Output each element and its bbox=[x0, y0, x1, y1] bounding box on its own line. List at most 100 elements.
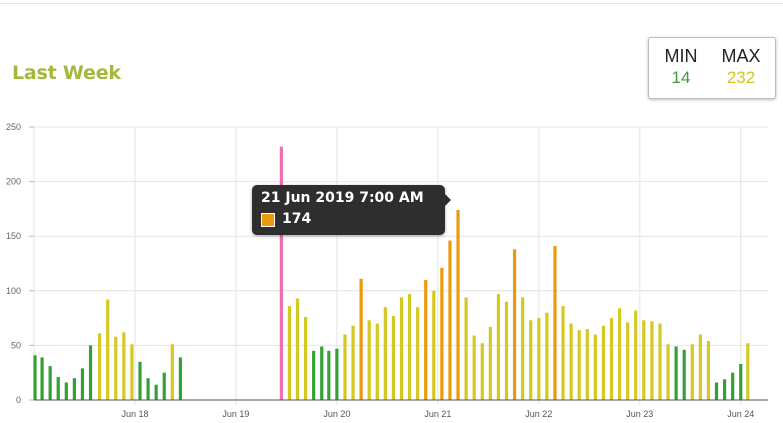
bar[interactable] bbox=[464, 297, 468, 400]
bar[interactable] bbox=[367, 320, 371, 400]
bar[interactable] bbox=[40, 357, 44, 400]
bar[interactable] bbox=[72, 378, 76, 400]
bar[interactable] bbox=[577, 330, 581, 400]
min-label: MIN bbox=[664, 46, 698, 66]
bar[interactable] bbox=[529, 320, 533, 400]
bar[interactable] bbox=[480, 343, 484, 400]
bar[interactable] bbox=[320, 346, 324, 400]
bar[interactable] bbox=[424, 279, 428, 400]
bar[interactable] bbox=[48, 366, 52, 400]
tooltip-swatch bbox=[261, 213, 275, 227]
bar[interactable] bbox=[106, 299, 110, 400]
tooltip-value: 174 bbox=[282, 211, 312, 227]
hover-tooltip: 21 Jun 2019 7:00 AM 174 bbox=[252, 185, 451, 235]
bar[interactable] bbox=[407, 294, 412, 400]
bar[interactable] bbox=[626, 322, 630, 400]
bar[interactable] bbox=[432, 290, 436, 400]
bar[interactable] bbox=[585, 329, 589, 400]
bar[interactable] bbox=[279, 146, 283, 400]
bar[interactable] bbox=[722, 379, 727, 400]
bar[interactable] bbox=[666, 344, 670, 400]
x-tick-label: Jun 18 bbox=[121, 409, 148, 419]
bar[interactable] bbox=[634, 310, 638, 400]
bar[interactable] bbox=[170, 344, 174, 400]
bar[interactable] bbox=[698, 334, 702, 400]
y-tick-label: 200 bbox=[6, 177, 21, 187]
bar[interactable] bbox=[569, 323, 573, 400]
bar[interactable] bbox=[64, 382, 68, 400]
min-max-panel: MIN 14 MAX 232 bbox=[648, 37, 776, 99]
bar[interactable] bbox=[80, 368, 85, 400]
bar[interactable] bbox=[391, 315, 396, 400]
chart-title: Last Week bbox=[12, 62, 121, 84]
bar[interactable] bbox=[456, 209, 460, 400]
bar[interactable] bbox=[335, 348, 339, 400]
bar[interactable] bbox=[601, 325, 606, 400]
bar[interactable] bbox=[553, 246, 557, 400]
bar[interactable] bbox=[146, 378, 150, 400]
bar[interactable] bbox=[682, 349, 686, 400]
bar-series bbox=[33, 146, 750, 400]
bar[interactable] bbox=[98, 333, 102, 400]
bar[interactable] bbox=[383, 307, 387, 400]
bar[interactable] bbox=[138, 361, 142, 400]
bar[interactable] bbox=[178, 357, 182, 400]
bar[interactable] bbox=[650, 321, 654, 400]
max-column: MAX 232 bbox=[711, 45, 771, 89]
bar[interactable] bbox=[674, 346, 678, 400]
bar[interactable] bbox=[351, 325, 355, 400]
bar[interactable] bbox=[399, 297, 404, 400]
bar[interactable] bbox=[617, 308, 622, 400]
bar[interactable] bbox=[496, 294, 501, 400]
bar[interactable] bbox=[56, 377, 60, 400]
bar[interactable] bbox=[714, 382, 719, 400]
bar[interactable] bbox=[416, 307, 420, 400]
bar[interactable] bbox=[472, 335, 476, 400]
max-label: MAX bbox=[721, 46, 761, 66]
bar[interactable] bbox=[88, 345, 93, 400]
bar[interactable] bbox=[448, 240, 452, 400]
bar[interactable] bbox=[130, 344, 134, 400]
bar[interactable] bbox=[504, 301, 509, 400]
bar[interactable] bbox=[154, 384, 158, 400]
y-tick-label: 100 bbox=[6, 286, 21, 296]
bar[interactable] bbox=[114, 336, 118, 400]
x-tick-label: Jun 23 bbox=[626, 409, 653, 419]
bar[interactable] bbox=[375, 323, 379, 400]
bar[interactable] bbox=[327, 350, 331, 400]
max-value: 232 bbox=[726, 68, 756, 87]
bar[interactable] bbox=[739, 363, 743, 400]
y-tick-label: 150 bbox=[6, 231, 21, 241]
bar[interactable] bbox=[488, 326, 492, 400]
bar[interactable] bbox=[545, 312, 549, 400]
bar[interactable] bbox=[746, 343, 750, 400]
bar[interactable] bbox=[343, 334, 347, 400]
bar[interactable] bbox=[690, 344, 694, 400]
bar[interactable] bbox=[295, 298, 300, 400]
bar[interactable] bbox=[512, 249, 517, 400]
bar[interactable] bbox=[162, 372, 166, 400]
bar[interactable] bbox=[731, 372, 735, 400]
bar[interactable] bbox=[287, 306, 292, 400]
bar[interactable] bbox=[658, 323, 662, 400]
bar[interactable] bbox=[537, 318, 541, 400]
bar[interactable] bbox=[440, 267, 444, 400]
bar[interactable] bbox=[122, 332, 126, 400]
x-tick-label: Jun 19 bbox=[222, 409, 249, 419]
x-tick-label: Jun 21 bbox=[424, 409, 451, 419]
bar[interactable] bbox=[642, 320, 646, 400]
x-tick-label: Jun 24 bbox=[727, 409, 754, 419]
bar[interactable] bbox=[593, 334, 597, 400]
bar[interactable] bbox=[312, 350, 316, 400]
bar[interactable] bbox=[521, 297, 525, 400]
x-tick-label: Jun 22 bbox=[525, 409, 552, 419]
x-axis-ticks: Jun 18 Jun 19 Jun 20 Jun 21 Jun 22 Jun 23 Jun … bbox=[121, 409, 754, 419]
bar[interactable] bbox=[706, 341, 711, 400]
bar[interactable] bbox=[609, 318, 614, 400]
bar[interactable] bbox=[33, 355, 37, 400]
tooltip-title: 21 Jun 2019 7:00 AM bbox=[261, 190, 424, 206]
bar[interactable] bbox=[561, 306, 565, 400]
bar[interactable] bbox=[303, 317, 308, 400]
bar[interactable] bbox=[359, 278, 363, 400]
